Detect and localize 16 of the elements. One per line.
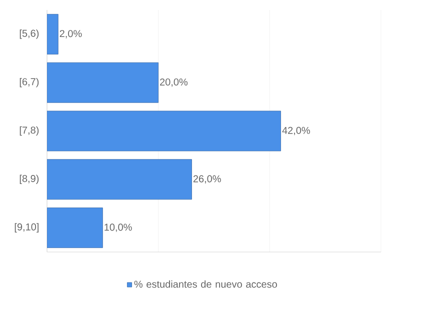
bar xyxy=(47,110,281,152)
data-label: 2,0% xyxy=(60,30,82,38)
y-tick-label: [7,8) xyxy=(20,126,39,136)
y-tick-label: [5,6) xyxy=(20,30,39,39)
y-tick-label: [9,10] xyxy=(14,223,38,232)
legend-label: % estudiantes de nuevo acceso xyxy=(134,280,277,288)
bar xyxy=(47,14,58,54)
bar xyxy=(47,62,159,103)
data-label: 20,0% xyxy=(160,78,188,87)
data-label: 42,0% xyxy=(282,126,310,136)
y-tick-label: [8,9) xyxy=(20,174,39,184)
data-label: 10,0% xyxy=(104,224,132,232)
bar xyxy=(47,159,192,200)
bar xyxy=(47,208,103,248)
data-label: 26,0% xyxy=(193,175,221,184)
y-tick-label: [6,7) xyxy=(20,78,39,88)
